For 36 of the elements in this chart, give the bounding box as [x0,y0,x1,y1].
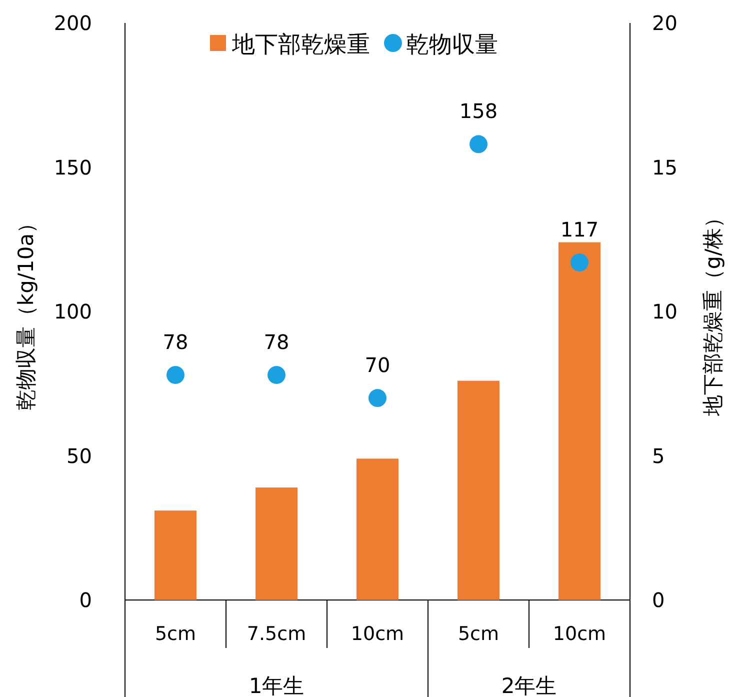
point [570,253,588,272]
y-axis-title: 乾物収量（kg/10a） [14,212,38,411]
data-label: 117 [560,217,599,242]
y2-tick-label: 10 [652,300,678,324]
y-tick-label: 200 [54,11,92,35]
y2-tick-label: 5 [652,444,665,468]
x-tick-label: 10cm [552,623,606,645]
bar [256,487,298,600]
x-tick-label: 10cm [350,623,404,645]
y2-tick-label: 0 [652,588,665,612]
data-label: 158 [459,99,498,124]
bar [558,242,600,600]
y2-axis-title: 地下部乾燥重（g/株） [701,206,725,418]
x-tick-label: 5cm [154,623,196,645]
data-label: 78 [264,330,290,354]
bar [458,380,500,600]
y-tick-label: 100 [54,300,92,324]
point [470,135,488,154]
point [268,366,286,384]
point [166,366,184,384]
x-tick-label: 7.5cm [246,623,306,645]
legend-label: 乾物収量 [406,32,498,58]
data-label: 78 [162,330,188,354]
bar [356,458,398,600]
data-label: 70 [364,353,390,378]
y2-tick-label: 15 [652,155,678,180]
bar [154,510,196,600]
text: 1年生 [248,674,304,697]
y-tick-label: 150 [54,155,92,180]
x-tick-label: 5cm [458,623,500,645]
point [368,389,386,408]
legend-label: 地下部乾燥重 [231,32,370,58]
text: 2年生 [501,674,557,697]
y-tick-label: 0 [79,588,92,612]
y2-tick-label: 20 [652,11,678,35]
y-tick-label: 50 [66,444,92,468]
